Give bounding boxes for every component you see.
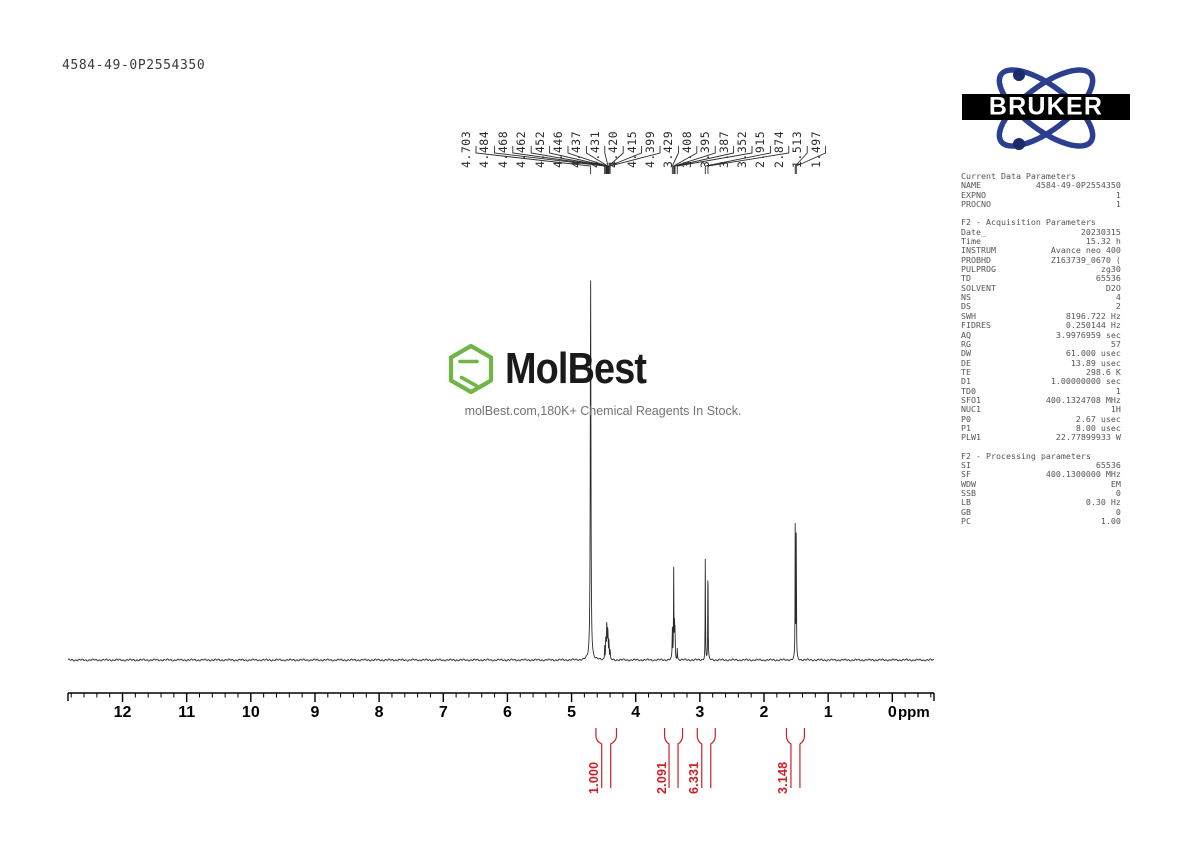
bruker-wordmark: BRUKER	[989, 93, 1103, 121]
axis-tick-9: 9	[310, 704, 320, 721]
param-row-swh: SWH 8196.722 Hz	[961, 310, 1121, 321]
param-row-pc: PC 1.00	[961, 516, 1121, 527]
param-row-rg: RG 57	[961, 338, 1121, 349]
peak-leader-lines	[475, 146, 827, 174]
hexagon-icon	[448, 343, 494, 395]
param-row-gb: GB 0	[961, 506, 1121, 517]
integral-group: 1.000 2.091 6.331 3.148	[560, 728, 860, 808]
axis-tick-8: 8	[374, 704, 384, 721]
bruker-logo: BRUKER	[962, 67, 1130, 150]
param-row-pulprog: PULPROG zg30	[961, 264, 1121, 275]
sample-id-label: 4584-49-0P2554350	[62, 58, 206, 73]
axis-tick-11: 11	[178, 704, 196, 721]
param-header-current-data: Current Data Parameters	[961, 171, 1076, 181]
param-header-acquisition: F2 - Acquisition Parameters	[961, 217, 1096, 228]
bruker-wordmark-bg	[962, 94, 1130, 120]
integral-value: 3.148	[776, 761, 791, 794]
param-row-p1: P1 8.00 usec	[961, 422, 1121, 433]
molbest-logo-row: MolBest	[443, 340, 763, 398]
axis-tick-3: 3	[695, 704, 705, 721]
axis-tick-4: 4	[631, 704, 641, 721]
axis-tick-6: 6	[502, 704, 512, 721]
molbest-wordmark: MolBest	[505, 344, 647, 393]
param-row-time: Time 15.32 h	[961, 236, 1121, 247]
param-row-wdw: WDW EM	[961, 478, 1121, 489]
param-row-sf: SF 400.1300000 MHz	[961, 469, 1121, 480]
param-row-fidres: FIDRES 0.250144 Hz	[961, 320, 1121, 331]
param-row-lb: LB 0.30 Hz	[961, 497, 1121, 508]
param-row-solvent: SOLVENT D2O	[961, 282, 1121, 293]
molbest-tagline: molBest.com,180K+ Chemical Reagents In S…	[464, 404, 742, 418]
param-row-plw1: PLW1 22.77899933 W	[961, 432, 1121, 443]
param-row-dw: DW 61.000 usec	[961, 348, 1121, 359]
axis-tick-5: 5	[567, 704, 577, 721]
param-row-de: DE 13.89 usec	[961, 357, 1121, 368]
axis-tick-12: 12	[113, 704, 132, 721]
axis-tick-1: 1	[823, 704, 833, 721]
axis-ruler	[67, 692, 935, 702]
param-row-te: TE 298.6 K	[961, 366, 1121, 377]
param-row-expno: EXPNO 1	[961, 189, 1121, 200]
param-row-aq: AQ 3.9976959 sec	[961, 329, 1121, 340]
param-row-date: Date_ 20230315	[961, 226, 1121, 237]
param-row-ns: NS 4	[961, 292, 1121, 303]
axis-tick-0: 0	[887, 704, 897, 721]
axis-tick-7: 7	[438, 704, 448, 721]
integral-brackets	[595, 728, 806, 788]
param-row-d1: D1 1.00000000 sec	[961, 376, 1121, 387]
axis-tick-2: 2	[759, 704, 769, 721]
param-row-probhd: PROBHD Z163739_0670 (	[961, 254, 1121, 265]
param-row-si: SI 65536	[961, 459, 1121, 470]
param-row-sfo1: SFO1 400.1324708 MHz	[961, 394, 1121, 405]
integral-value: 2.091	[654, 761, 669, 794]
ppm-axis: 12 11 10 9 8 7 6 5 4 3 2 1 0 ppm	[60, 686, 950, 732]
atom-orbits-icon	[996, 67, 1096, 149]
param-row-name: NAME 4584-49-0P2554350	[961, 180, 1121, 191]
param-header-processing: F2 - Processing parameters	[961, 450, 1091, 461]
param-row-td: TD 65536	[961, 273, 1121, 284]
axis-tick-10: 10	[241, 704, 260, 721]
orbit-dot-bottom	[1013, 138, 1025, 150]
orbit-dot-top	[1013, 69, 1025, 81]
param-row-procno: PROCNO 1	[961, 199, 1121, 210]
param-row-ssb: SSB 0	[961, 488, 1121, 498]
axis-unit-label: ppm	[898, 704, 930, 721]
acquisition-parameter-table: Current Data Parameters NAME 4584-49-0P25…	[961, 171, 1141, 527]
integral-value: 1.000	[587, 761, 602, 794]
param-row-nuc1: NUC1 1H	[961, 404, 1121, 415]
integral-value: 6.331	[687, 761, 702, 794]
param-row-td0: TD0 1	[961, 385, 1121, 396]
param-row-ds: DS 2	[961, 301, 1121, 312]
param-row-p0: P0 2.67 usec	[961, 413, 1121, 424]
param-row-instrum: INSTRUM Avance neo 400	[961, 245, 1121, 256]
molbest-watermark: MolBest molBest.com,180K+ Chemical Reage…	[443, 340, 763, 432]
